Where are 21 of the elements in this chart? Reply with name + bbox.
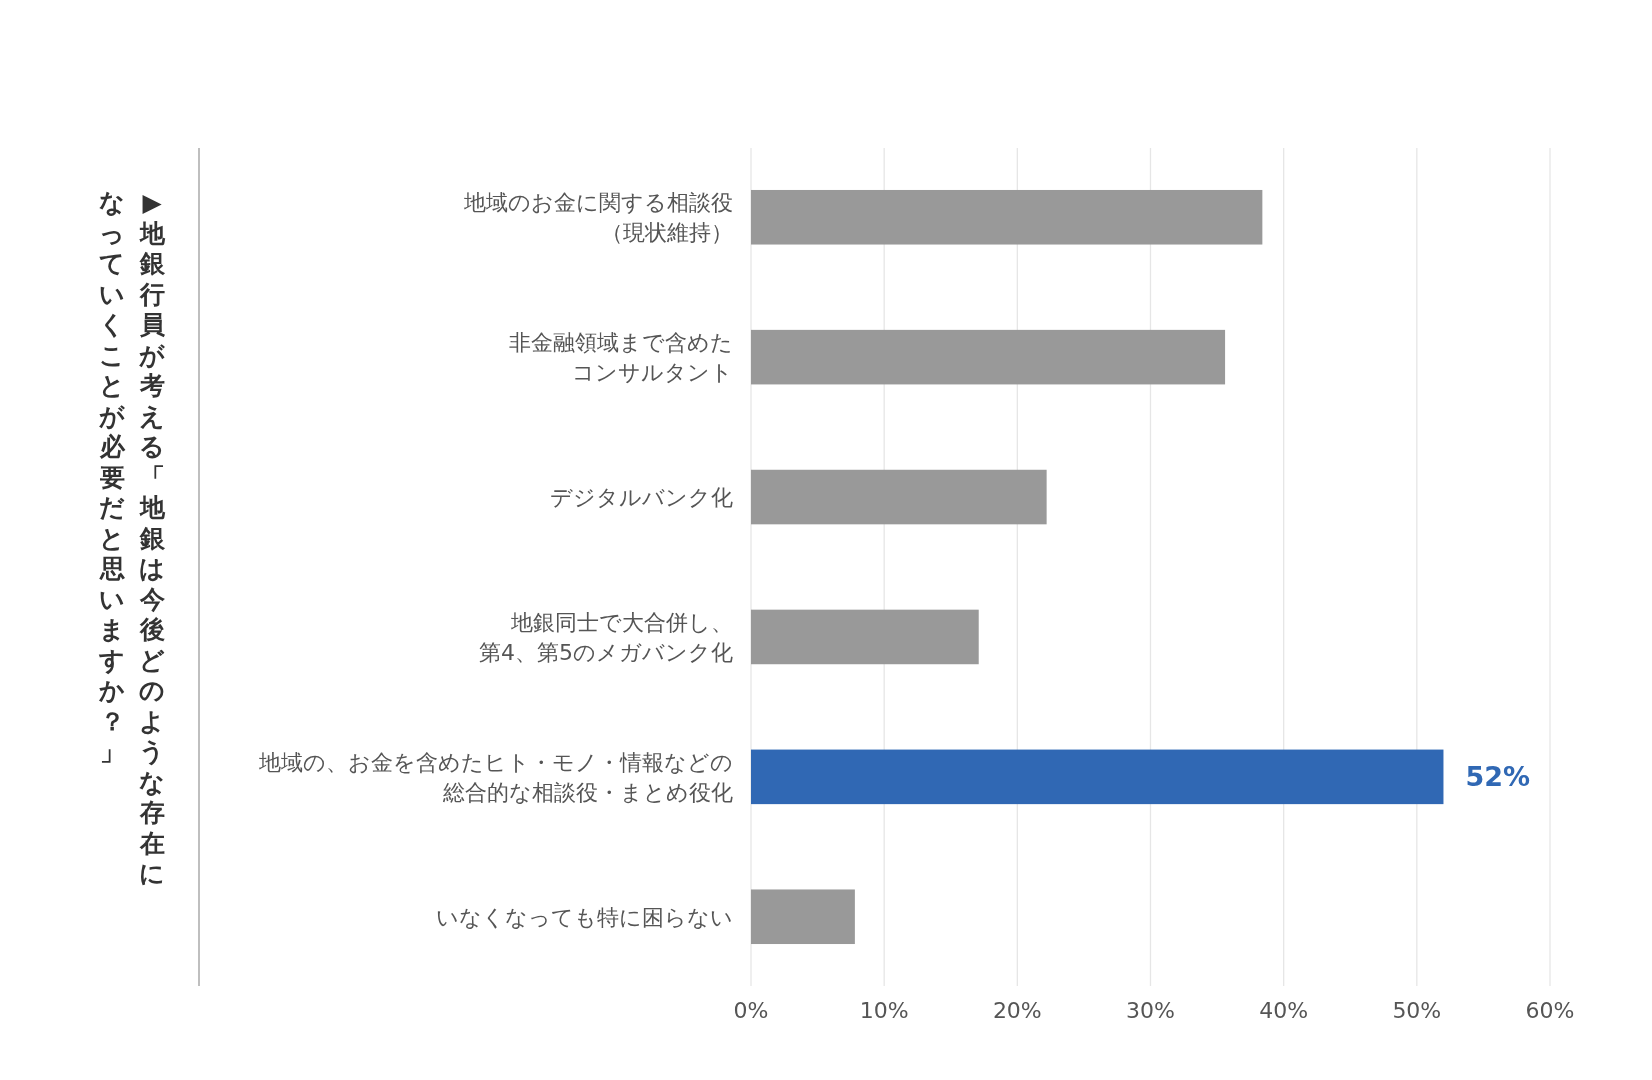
- x-tick-label: 40%: [1259, 998, 1309, 1023]
- chart-title: ▶地銀行員が考える「地銀は今後どのような存在になっていくことが必要だと思いますか？」: [99, 188, 165, 888]
- x-tick-label: 30%: [1126, 998, 1175, 1023]
- bar: [751, 749, 1444, 805]
- bar: [751, 889, 855, 945]
- y-tick-label: 地域のお金に関する相談役（現状維持）: [463, 189, 733, 245]
- bar: [751, 329, 1226, 385]
- y-tick-label: いなくなっても特に困らない: [436, 904, 733, 930]
- data-label: 52%: [1465, 761, 1531, 793]
- bar: [751, 189, 1263, 245]
- y-tick-label: 非金融領域まで含めたコンサルタント: [509, 329, 733, 385]
- y-tick-label: 地域の、お金を含めたヒト・モノ・情報などの総合的な相談役・まとめ役化: [258, 749, 733, 805]
- bar: [751, 609, 979, 665]
- x-tick-label: 60%: [1525, 998, 1575, 1023]
- x-tick-label: 10%: [859, 998, 909, 1023]
- x-tick-label: 20%: [992, 998, 1042, 1023]
- bar: [751, 469, 1047, 525]
- y-tick-label: 地銀同士で大合併し、第4、第5のメガバンク化: [479, 609, 733, 665]
- x-tick-label: 50%: [1392, 998, 1442, 1023]
- x-tick-label: 0%: [733, 998, 769, 1023]
- y-tick-label: デジタルバンク化: [550, 484, 733, 510]
